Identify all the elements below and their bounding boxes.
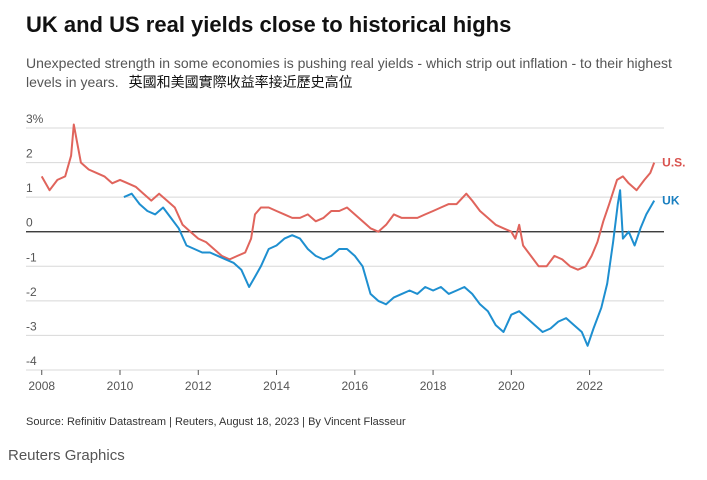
y-tick-label: 2 xyxy=(26,147,33,161)
x-tick-label: 2016 xyxy=(341,379,368,393)
subtitle-cjk-annotation: 英國和美國實際收益率接近歷史高位 xyxy=(128,75,353,91)
series-line-uk xyxy=(123,189,656,347)
line-chart: 3%210-1-2-3-4 2008 2010 2012 2014 2016 2018 20… xyxy=(26,112,686,393)
gridlines xyxy=(26,127,664,371)
x-tick-label: 2022 xyxy=(576,379,603,393)
chart-title: UK and US real yields close to historica… xyxy=(26,12,512,37)
y-tick-label: 3% xyxy=(26,112,44,126)
x-tick-label: 2018 xyxy=(420,379,447,393)
y-tick-label: -4 xyxy=(26,354,37,368)
y-tick-label: -2 xyxy=(26,285,37,299)
series-label-uk: UK xyxy=(662,194,680,208)
series-label-us: U.S. xyxy=(662,156,685,170)
series-line-us xyxy=(40,123,656,271)
y-tick-label: 0 xyxy=(26,216,33,230)
x-tick-label: 2010 xyxy=(107,379,134,393)
subtitle-text: Unexpected strength in some economies is… xyxy=(26,55,672,90)
x-tick-label: 2012 xyxy=(185,379,212,393)
y-tick-label: -1 xyxy=(26,250,37,264)
y-tick-label: -3 xyxy=(26,319,37,333)
series-lines xyxy=(40,123,656,347)
x-axis-ticks: 2008 2010 2012 2014 2016 2018 2020 2022 xyxy=(28,370,603,393)
source-note: Source: Refinitiv Datastream | Reuters, … xyxy=(26,416,406,428)
brand-credit: Reuters Graphics xyxy=(8,447,125,464)
x-tick-label: 2008 xyxy=(28,379,55,393)
series-labels: U.S. UK xyxy=(662,156,685,208)
y-tick-label: 1 xyxy=(26,181,33,195)
x-tick-label: 2020 xyxy=(498,379,525,393)
x-tick-label: 2014 xyxy=(263,379,290,393)
chart-subtitle: Unexpected strength in some economies is… xyxy=(26,54,676,93)
y-axis-ticks: 3% 2 1 0 -1 -2 -3 -4 xyxy=(26,112,44,368)
